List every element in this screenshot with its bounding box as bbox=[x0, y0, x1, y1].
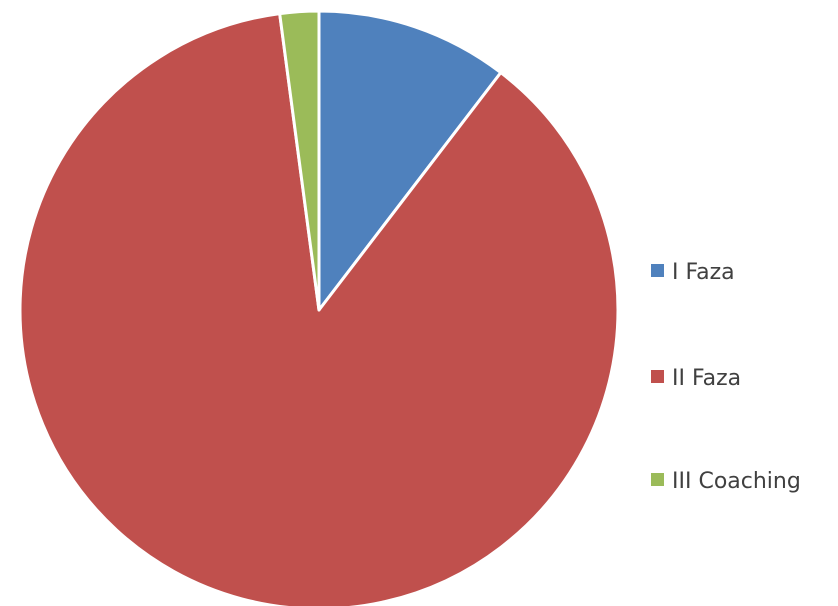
legend: I Faza II Faza III Coaching bbox=[651, 260, 801, 494]
legend-label-i-faza: I Faza bbox=[672, 260, 735, 285]
legend-item-iii-coaching: III Coaching bbox=[651, 469, 801, 494]
pie-slice-ii-faza bbox=[18, 12, 620, 606]
legend-item-ii-faza: II Faza bbox=[651, 366, 741, 391]
legend-swatch-iii-coaching bbox=[651, 473, 664, 486]
pie-slice-iii-coaching bbox=[278, 9, 321, 312]
legend-label-ii-faza: II Faza bbox=[672, 366, 741, 391]
pie-slices bbox=[18, 9, 620, 606]
legend-label-iii-coaching: III Coaching bbox=[672, 469, 801, 494]
pie-slice-i-faza bbox=[317, 9, 503, 312]
legend-swatch-i-faza bbox=[651, 264, 664, 277]
legend-swatch-ii-faza bbox=[651, 370, 664, 383]
legend-item-i-faza: I Faza bbox=[651, 260, 735, 285]
